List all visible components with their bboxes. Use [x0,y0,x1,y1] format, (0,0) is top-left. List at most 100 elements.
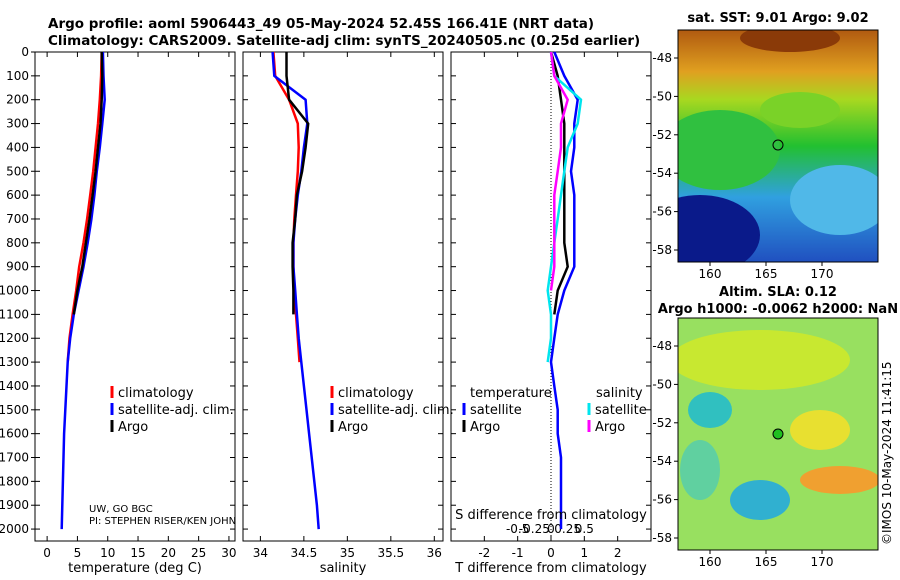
depth-tick-label: 300 [6,117,29,131]
lon-tick-label: 160 [699,267,722,281]
plot-layer: 0 5 10 15 20 25 30 34 34.5 35 35.5 36 -2 -1 0 1 2 -0.5-0.… [35,51,651,560]
lat-tick-label: -48 [652,339,672,353]
lat-tick-label: -52 [652,416,672,430]
temperature-xlabel: temperature (deg C) [68,561,202,576]
lon-tick-label: 170 [811,555,834,569]
diff-legend-left-title: temperature [470,386,552,401]
depth-tick-label: 100 [6,69,29,83]
sal-legend-satellite: satellite-adj. clim. [338,403,454,418]
x-tick-label: 36 [427,546,442,560]
sal-legend-climatology: climatology [338,386,414,401]
header-line2: Climatology: CARS2009. Satellite-adj cli… [48,33,640,49]
x-tick-label: 5 [74,546,82,560]
credit-line1: UW, GO BGC [89,504,153,515]
x-tick-label: 35.5 [377,546,404,560]
depth-tick-label: 400 [6,140,29,154]
depth-tick-label: 1000 [0,284,29,298]
lat-tick-label: -52 [652,128,672,142]
depth-tick-label: 1300 [0,355,29,369]
legend-label-climatology: climatology [118,386,194,401]
diff-legend-t-sat: satellite [470,403,522,418]
depth-axis: 0 100 200 300 400 500 600 700 800 900 1000 1100 1200… [0,45,35,536]
x-tick-label: 34.5 [291,546,318,560]
x-top-tick-label: 0.5 [575,522,594,536]
depth-tick-label: 1500 [0,403,29,417]
legend-label-satellite: satellite-adj. clim. [118,403,234,418]
x-tick-label: 35 [340,546,355,560]
depth-tick-label: 1100 [0,307,29,321]
x-tick-label: 1 [581,546,589,560]
lat-tick-label: -58 [652,243,672,257]
lat-tick-label: -56 [652,493,672,507]
sst-map [678,30,878,262]
difference-xlabel: T difference from climatology [454,561,647,576]
lat-tick-label: -56 [652,205,672,219]
x-tick-label: -1 [512,546,524,560]
lat-tick-label: -54 [652,166,672,180]
x-tick-label: 30 [221,546,236,560]
x-tick-label: 34 [253,546,268,560]
lon-tick-label: 165 [755,267,778,281]
difference-legend: temperature salinity satellite Argo sate… [462,386,647,435]
lat-tick-label: -58 [652,531,672,545]
lon-tick-label: 165 [755,555,778,569]
x-tick-label: 20 [161,546,176,560]
lat-tick-label: -48 [652,51,672,65]
x-tick-label: 2 [614,546,622,560]
series-line-t-argo [549,51,569,315]
series-line-satellite-adj-clim- [271,51,320,530]
legend-label-argo: Argo [118,420,148,435]
temperature-panel-frame [34,51,236,542]
lat-tick-label: -54 [652,454,672,468]
watermark: ©IMOS 10-May-2024 11:41:15 [880,361,894,545]
salinity-xlabel: salinity [320,561,367,576]
series-line-s-argo [549,51,569,291]
lon-tick-label: 170 [811,267,834,281]
salinity-legend: climatology satellite-adj. clim. Argo [330,386,454,435]
temperature-legend: climatology satellite-adj. clim. Argo [110,386,234,435]
series-line-argo [285,52,310,315]
depth-tick-label: 900 [6,260,29,274]
depth-tick-label: 700 [6,212,29,226]
x-tick-label: 25 [191,546,206,560]
diff-legend-t-argo: Argo [470,420,500,435]
depth-tick-label: 600 [6,188,29,202]
x-tick-label: 15 [130,546,145,560]
argo-location-marker [772,139,784,151]
difference-top-xlabel: S difference from climatology [455,508,647,523]
credit-line2: PI: STEPHEN RISER/KEN JOHN [89,516,236,527]
x-tick-label: -2 [478,546,490,560]
series-line-argo [72,51,104,315]
sal-legend-argo: Argo [338,420,368,435]
depth-tick-label: 1400 [0,379,29,393]
sla-map-ticks: -48 -50 -52 -54 -56 -58 160 165 170 [652,339,833,569]
sla-map-title1: Altim. SLA: 0.12 [719,285,837,300]
diff-legend-right-title: salinity [596,386,643,401]
depth-tick-label: 0 [21,45,29,59]
diff-legend-s-argo: Argo [595,420,625,435]
depth-tick-label: 1800 [0,474,29,488]
sla-map [678,318,878,550]
difference-panel-frame [450,51,652,542]
depth-tick-label: 500 [6,164,29,178]
depth-tick-label: 1700 [0,451,29,465]
depth-tick-label: 1200 [0,331,29,345]
header-line1: Argo profile: aoml 5906443_49 05-May-202… [48,16,594,32]
depth-tick-label: 800 [6,236,29,250]
depth-tick-label: 1600 [0,427,29,441]
lon-tick-label: 160 [699,555,722,569]
diff-legend-s-sat: satellite [595,403,647,418]
sla-map-title2: Argo h1000: -0.0062 h2000: NaN [658,302,898,317]
x-tick-label: 0 [547,546,555,560]
sst-map-title: sat. SST: 9.01 Argo: 9.02 [687,11,868,26]
sst-map-ticks: -48 -50 -52 -54 -56 -58 160 165 170 [652,51,833,281]
lat-tick-label: -50 [652,377,672,391]
depth-tick-label: 2000 [0,522,29,536]
x-top-tick-label: -0.25 [519,522,550,536]
salinity-panel-frame [242,51,444,542]
depth-tick-label: 200 [6,93,29,107]
series-line-s-satellite-adj [546,51,583,363]
x-tick-label: 0 [43,546,51,560]
lat-tick-label: -50 [652,89,672,103]
